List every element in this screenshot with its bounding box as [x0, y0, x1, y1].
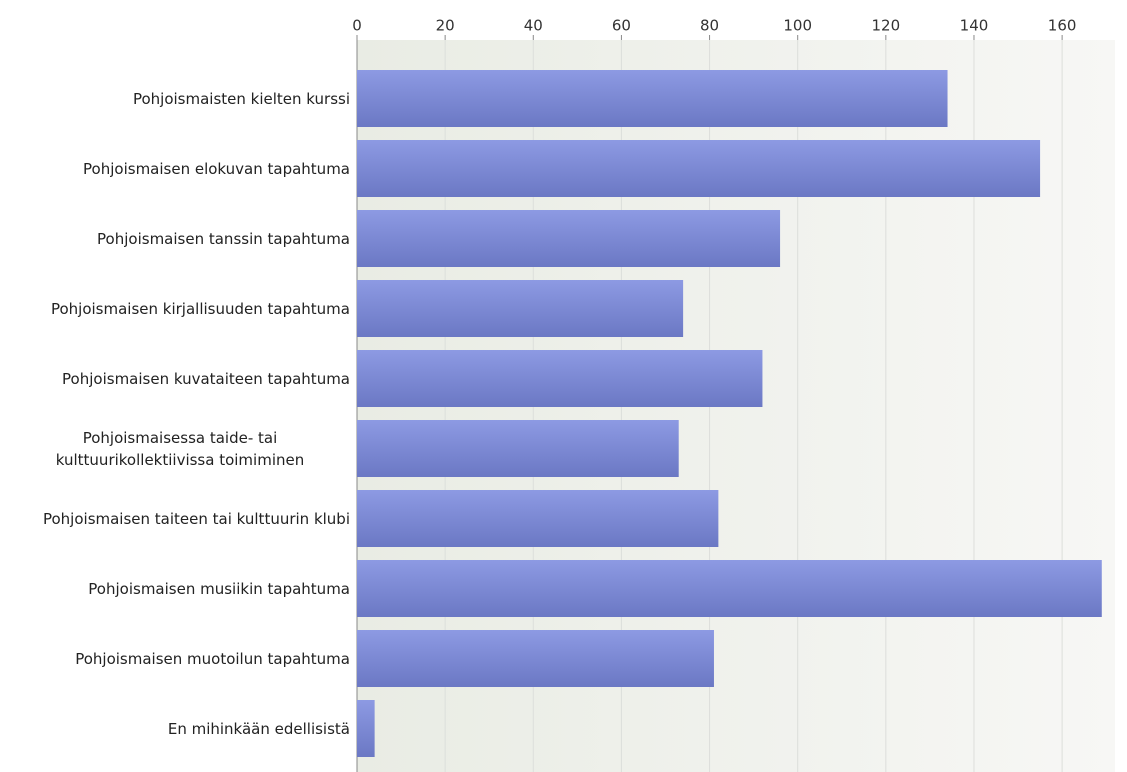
y-tick-label-box: Pohjoismaisen elokuvan tapahtuma — [0, 140, 350, 197]
y-tick-label-box: Pohjoismaisen kuvataiteen tapahtuma — [0, 350, 350, 407]
y-tick-label: Pohjoismaisen kirjallisuuden tapahtuma — [50, 299, 350, 318]
x-tick-label: 100 — [783, 17, 812, 35]
x-tick-label: 60 — [612, 17, 631, 35]
y-tick-label-box: Pohjoismaisessa taide- tai kulttuurikoll… — [0, 420, 350, 477]
y-tick-label: Pohjoismaisten kielten kurssi — [132, 89, 350, 108]
y-tick-label: En mihinkään edellisistä — [167, 719, 350, 738]
x-tick-label: 120 — [872, 17, 901, 35]
y-tick-label-box: Pohjoismaisten kielten kurssi — [0, 70, 350, 127]
y-tick-label-box: Pohjoismaisen kirjallisuuden tapahtuma — [0, 280, 350, 337]
bar — [357, 210, 781, 267]
bar — [357, 490, 719, 547]
y-tick-label-box: Pohjoismaisen tanssin tapahtuma — [0, 210, 350, 267]
bar — [357, 700, 375, 757]
y-tick-label-box: Pohjoismaisen taiteen tai kulttuurin klu… — [0, 490, 350, 547]
y-tick-label: Pohjoismaisen tanssin tapahtuma — [97, 229, 350, 248]
bar — [357, 560, 1102, 617]
y-tick-label: Pohjoismaisen kuvataiteen tapahtuma — [62, 369, 350, 388]
y-tick-label: Pohjoismaisen muotoilun tapahtuma — [75, 649, 350, 668]
y-tick-label-box: Pohjoismaisen musiikin tapahtuma — [0, 560, 350, 617]
y-tick-label: Pohjoismaisen taiteen tai kulttuurin klu… — [42, 509, 350, 528]
x-tick-label: 0 — [352, 17, 362, 35]
x-tick-label: 80 — [700, 17, 719, 35]
y-tick-label: Pohjoismaisen elokuvan tapahtuma — [83, 159, 350, 178]
bar — [357, 280, 684, 337]
bar — [357, 420, 679, 477]
x-tick-label: 160 — [1048, 17, 1077, 35]
y-tick-label-box: En mihinkään edellisistä — [0, 700, 350, 757]
x-tick-label: 140 — [960, 17, 989, 35]
bar — [357, 140, 1041, 197]
bar — [357, 350, 763, 407]
y-tick-label: Pohjoismaisen musiikin tapahtuma — [88, 579, 350, 598]
bar — [357, 70, 948, 127]
bar — [357, 630, 714, 687]
y-tick-label: Pohjoismaisessa taide- tai kulttuurikoll… — [55, 428, 305, 469]
y-tick-label-box: Pohjoismaisen muotoilun tapahtuma — [0, 630, 350, 687]
x-tick-label: 20 — [436, 17, 455, 35]
x-tick-label: 40 — [524, 17, 543, 35]
